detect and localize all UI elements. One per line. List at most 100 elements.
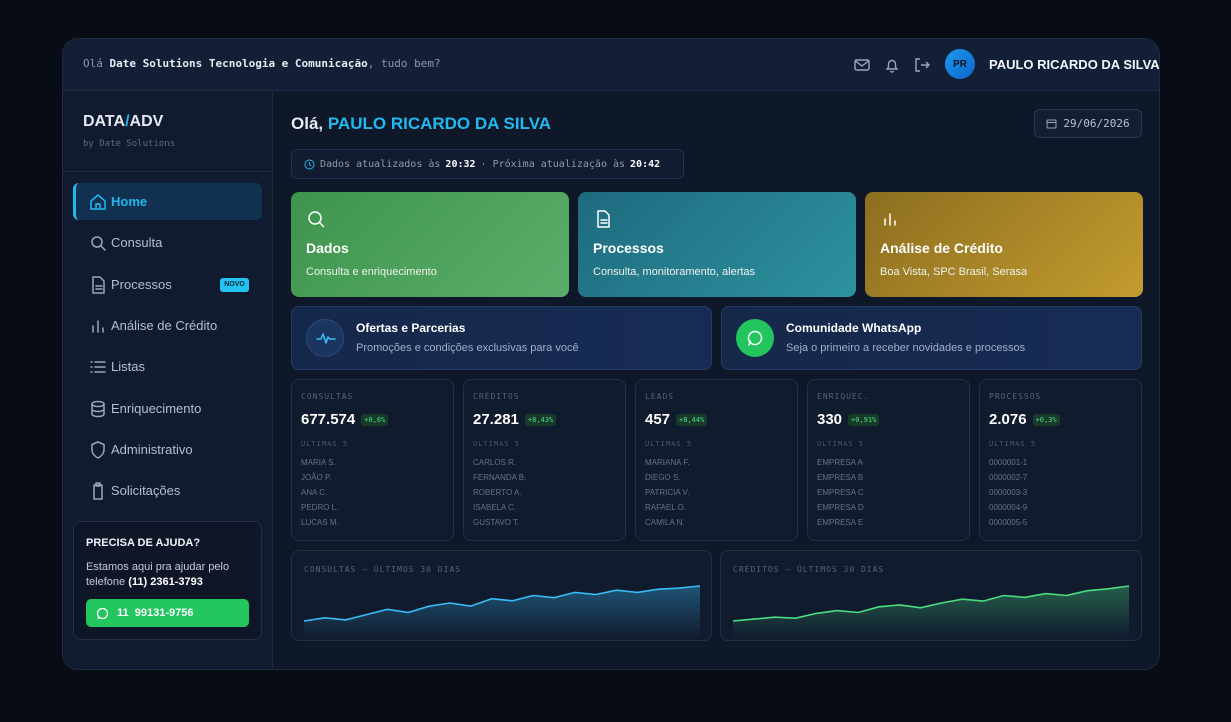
hello: Olá, PAULO RICARDO DA SILVA [291, 114, 551, 134]
sparkline [732, 585, 1130, 639]
banner[interactable]: Comunidade WhatsApp Seja o primeiro a rec… [721, 306, 1142, 370]
stat-item: CAMILA N. [645, 518, 685, 527]
stat-card: CRÉDITOS 27.281 +8,43% ÚLTIMAS 5 CARLOS R. FE… [463, 379, 626, 541]
nav-label: Listas [111, 359, 145, 375]
nav-icon [92, 275, 105, 294]
help-box: PRECISA DE AJUDA? Estamos aqui pra ajuda… [73, 521, 262, 640]
nav-item[interactable]: Listas [73, 348, 262, 385]
stat-change: +0,6% [361, 413, 389, 426]
banner[interactable]: Ofertas e Parcerias Promoções e condições… [291, 306, 712, 370]
stat-label: CONSULTAS [301, 392, 354, 401]
sparkline [303, 585, 701, 639]
stat-item: PATRICIA V. [645, 488, 690, 497]
nav-icon [93, 482, 103, 500]
nav-item[interactable]: Enriquecimento [73, 390, 262, 427]
stat-value: 457 [645, 411, 671, 428]
avatar[interactable]: PR [945, 49, 975, 79]
help-text: Estamos aqui pra ajudar pelo telefone (1… [86, 560, 256, 590]
stat-item: LUCAS M. [301, 518, 339, 527]
nav-label: Enriquecimento [111, 400, 202, 416]
sparkline-line [303, 585, 701, 622]
mail-icon[interactable] [853, 56, 871, 74]
update-time: 20:32 [445, 158, 476, 170]
whatsapp-icon [96, 607, 109, 619]
stat-list-label: ÚLTIMAS 5 [645, 440, 692, 448]
stat-item: 0000003-3 [989, 488, 1028, 497]
stat-list-label: ÚLTIMAS 5 [817, 440, 864, 448]
stat-item: FERNANDA B. [473, 473, 527, 482]
greeting-suffix: , tudo bem? [367, 57, 441, 70]
banner-subtitle: Promoções e condições exclusivas para vo… [356, 342, 579, 354]
nav-item[interactable]: Análise de Crédito [73, 307, 262, 344]
stat-value: 330 [817, 411, 843, 428]
app-window: Olá Date Solutions Tecnologia e Comunica… [62, 38, 1160, 670]
stat-list-label: ÚLTIMAS 5 [989, 440, 1036, 448]
tile[interactable]: Processos Consulta, monitoramento, alerta… [578, 192, 856, 297]
stat-item: GUSTAVO T. [473, 518, 520, 527]
nav-icon [91, 400, 105, 417]
chart-card: CRÉDITOS — ÚLTIMOS 30 DIAS [720, 550, 1142, 641]
banner-icon [736, 319, 774, 357]
stat-card: ENRIQUEC. 330 +0,91% ÚLTIMAS 5 EMPRESA A EMPR… [807, 379, 970, 541]
stat-list-label: ÚLTIMAS 5 [301, 440, 348, 448]
brand-sub: by Date Solutions [83, 139, 176, 149]
stat-card: PROCESSOS 2.076 +0,3% ÚLTIMAS 5 0000001-1 000… [979, 379, 1142, 541]
stat-item: PEDRO L. [301, 503, 339, 512]
tile[interactable]: Dados Consulta e enriquecimento [291, 192, 569, 297]
nav-icon [90, 194, 106, 210]
help-button-label: 11 99131-9756 [117, 607, 194, 619]
nav-item[interactable]: Administrativo [73, 431, 262, 468]
user-name: PAULO RICARDO DA SILVA [989, 57, 1160, 72]
stat-item: DIEGO S. [645, 473, 681, 482]
stat-row: 330 +0,91% [817, 411, 880, 428]
greeting-prefix: Olá [83, 57, 103, 70]
nav-icon [90, 361, 106, 373]
update-middle: · Próxima atualização às [480, 158, 626, 170]
tile-icon [597, 210, 610, 228]
stat-item: EMPRESA B [817, 473, 864, 482]
whatsapp-button[interactable]: 11 99131-9756 [86, 599, 249, 627]
brand: DATA/ADV [83, 113, 163, 131]
date-box[interactable]: 29/06/2026 [1034, 109, 1142, 138]
stat-row: 2.076 +0,3% [989, 411, 1060, 428]
stat-item: 0000002-7 [989, 473, 1028, 482]
stat-item: ANA C. [301, 488, 328, 497]
hello-prefix: Olá, [291, 114, 324, 133]
stat-row: 457 +8,44% [645, 411, 708, 428]
brand-right: ADV [129, 113, 164, 130]
nav-label: Análise de Crédito [111, 317, 218, 333]
nav-label: Solicitações [111, 483, 181, 499]
date: 29/06/2026 [1063, 117, 1130, 130]
stat-item: MARIANA F. [645, 458, 690, 467]
stat-item: JOÃO P. [301, 473, 332, 482]
nav-item[interactable]: Solicitações [73, 472, 262, 509]
stat-value: 27.281 [473, 411, 519, 428]
stat-item: CARLOS R. [473, 458, 517, 467]
logout-icon[interactable] [913, 56, 931, 74]
stat-change: +8,43% [524, 413, 557, 426]
greeting: Olá Date Solutions Tecnologia e Comunica… [83, 57, 441, 70]
stat-card: LEADS 457 +8,44% ÚLTIMAS 5 MARIANA F. DIEGO S… [635, 379, 798, 541]
stat-label: LEADS [645, 392, 675, 401]
stat-item: 0000001-1 [989, 458, 1028, 467]
nav-item[interactable]: Home [73, 183, 262, 220]
nav-icon [91, 441, 105, 459]
stat-row: 27.281 +8,43% [473, 411, 557, 428]
stat-item: RAFAEL O. [645, 503, 687, 512]
stat-item: 0000004-9 [989, 503, 1028, 512]
nav-item[interactable]: Processos NOVO [73, 266, 262, 303]
stat-item: ROBERTO A. [473, 488, 522, 497]
stat-value: 677.574 [301, 411, 356, 428]
sidebar: DATA/ADV by Date Solutions Home Consulta P… [63, 91, 273, 669]
nav-icon [92, 320, 104, 333]
top-bar: Olá Date Solutions Tecnologia e Comunica… [63, 39, 1160, 91]
nav-item[interactable]: Consulta [73, 224, 262, 261]
sparkline-area [733, 586, 1129, 639]
banner-title: Ofertas e Parcerias [356, 321, 466, 335]
bell-icon[interactable] [883, 56, 901, 74]
nav-badge: NOVO [220, 277, 249, 292]
tile-title: Processos [593, 240, 664, 256]
update-prefix: Dados atualizados às [320, 158, 441, 170]
tile[interactable]: Análise de Crédito Boa Vista, SPC Brasil,… [865, 192, 1143, 297]
